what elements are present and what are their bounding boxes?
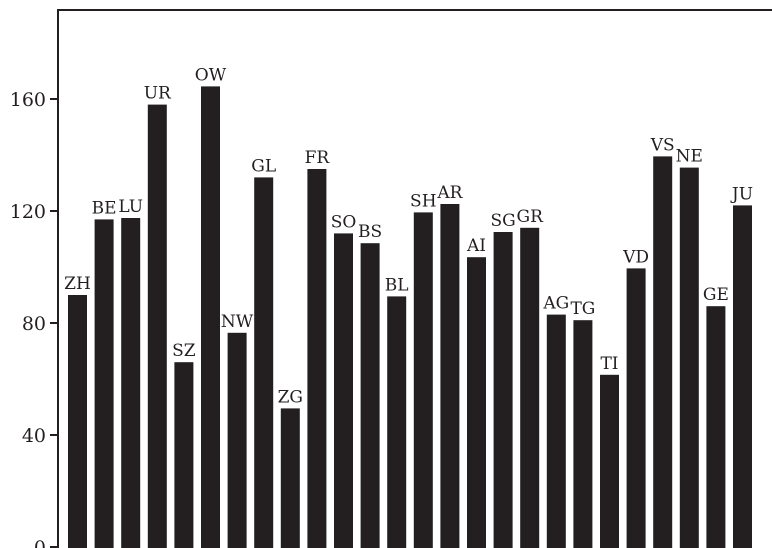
bar-label-ai: AI [466, 236, 486, 256]
bar-ge [706, 306, 726, 548]
bar-ur [147, 104, 167, 548]
bar-be [94, 219, 114, 548]
y-axis: 0 40 80 120 160 [10, 89, 58, 548]
bar-nw [227, 332, 247, 548]
bar-gl [254, 177, 274, 548]
bar-so [334, 233, 353, 548]
bar-ag [546, 314, 566, 548]
bar-sh [413, 212, 433, 548]
bar-sz [174, 362, 194, 548]
y-tick-label-120: 120 [10, 201, 46, 223]
bar-label-ju: JU [730, 184, 753, 204]
bar-ow [201, 86, 220, 548]
bar-label-sh: SH [410, 191, 436, 211]
bar-gr [520, 227, 540, 548]
y-tick-label-160: 160 [10, 89, 46, 111]
bar-vd [626, 268, 646, 548]
bar-label-zg: ZG [278, 387, 303, 407]
bars [68, 86, 752, 548]
bar-label-tg: TG [570, 299, 595, 319]
bar-label-vd: VD [622, 247, 649, 267]
bar-label-nw: NW [221, 312, 254, 332]
bar-bs [360, 243, 380, 548]
bar-sg [493, 232, 513, 548]
bar-label-ow: OW [195, 65, 227, 85]
bar-label-ti: TI [600, 354, 618, 374]
bar-label-sg: SG [490, 211, 515, 231]
bar-ti [600, 374, 619, 548]
bar-ne [679, 167, 699, 548]
plot-frame [57, 9, 772, 548]
bar-ju [733, 205, 752, 548]
bar-label-ne: NE [676, 147, 703, 167]
bar-label-bs: BS [358, 222, 382, 242]
bar-label-so: SO [331, 212, 357, 232]
bar-label-bl: BL [385, 275, 409, 295]
bar-label-ag: AG [542, 294, 569, 314]
y-tick-label-80: 80 [22, 313, 46, 335]
bar-label-vs: VS [650, 135, 675, 155]
bar-label-ge: GE [703, 285, 729, 305]
bar-label-be: BE [92, 198, 117, 218]
bar-zg [280, 408, 300, 548]
bar-fr [307, 169, 327, 548]
bar-vs [653, 156, 673, 548]
bar-label-ar: AR [436, 183, 463, 203]
bar-lu [121, 218, 141, 548]
bar-tg [573, 320, 593, 548]
bar-label-sz: SZ [172, 341, 196, 361]
y-tick-label-0: 0 [34, 537, 46, 548]
bar-label-lu: LU [118, 197, 143, 217]
bar-label-zh: ZH [64, 274, 91, 294]
bar-zh [68, 295, 87, 548]
bar-label-ur: UR [144, 84, 172, 104]
y-tick-label-40: 40 [22, 425, 46, 447]
bar-label-gl: GL [251, 156, 276, 176]
bar-ar [440, 204, 460, 548]
bar-label-fr: FR [305, 148, 331, 168]
bar-ai [467, 257, 486, 548]
bar-label-gr: GR [517, 207, 545, 227]
bar-bl [387, 296, 407, 548]
